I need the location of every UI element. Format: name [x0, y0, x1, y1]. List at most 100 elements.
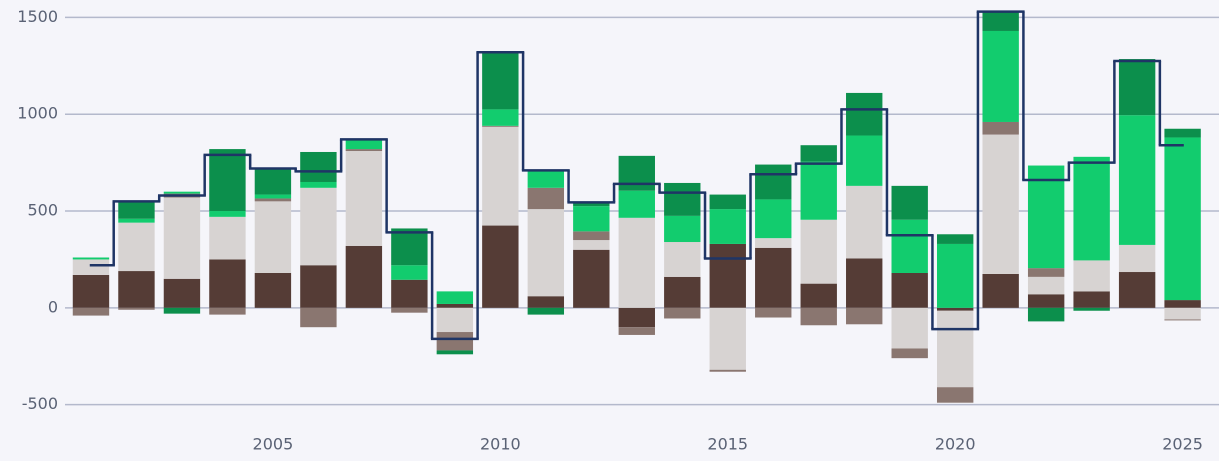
bar-segment: [1118, 59, 1156, 116]
bar-segment: [391, 307, 428, 313]
bar-segment: [482, 225, 519, 308]
bar-segment: [709, 194, 746, 210]
bar-segment: [846, 92, 883, 136]
bar-segment: [482, 126, 519, 226]
bar-segment: [436, 303, 474, 308]
bar-segment: [345, 139, 383, 150]
bar-segment: [982, 134, 1019, 274]
bar-segment: [345, 151, 383, 246]
bar-segment: [1164, 319, 1201, 321]
bar-segment: [482, 109, 519, 126]
bar-segment: [72, 259, 110, 275]
bar-segment: [163, 191, 201, 194]
bar-segment: [755, 307, 792, 318]
y-tick-label: -500: [22, 394, 58, 413]
bar-segment: [891, 185, 928, 220]
bar-segment: [1164, 300, 1201, 308]
bar-segment: [573, 249, 610, 308]
bar-segment: [800, 161, 837, 220]
bar-segment: [800, 283, 837, 308]
bar-segment: [1027, 165, 1065, 269]
bar-segment: [1164, 128, 1201, 138]
bar-segment: [755, 199, 792, 239]
bar-segment: [209, 307, 246, 315]
bar-segment: [936, 307, 974, 311]
bar-segment: [573, 206, 610, 232]
bar-segment: [618, 155, 655, 191]
bar-segment: [800, 219, 837, 284]
bar-segment: [709, 369, 746, 372]
bar-segment: [1164, 307, 1201, 320]
bar-segment: [664, 215, 701, 243]
bar-segment: [755, 238, 792, 248]
bar-segment: [391, 265, 428, 280]
bar-segment: [936, 387, 974, 403]
bar-segment: [664, 182, 701, 216]
bar-segment: [482, 125, 519, 127]
bar-segment: [436, 350, 474, 355]
bar-segment: [936, 234, 974, 244]
x-tick-label: 2005: [253, 435, 294, 454]
bar-segment: [891, 348, 928, 359]
bar-segment: [209, 216, 246, 260]
bar-segment: [982, 273, 1019, 308]
bar-segment: [118, 222, 155, 272]
bar-segment: [345, 149, 383, 152]
bar-segment: [72, 257, 110, 260]
bar-segment: [618, 217, 655, 308]
bar-segment: [391, 228, 428, 266]
bar-segment: [618, 190, 655, 218]
bar-segment: [936, 310, 974, 388]
bar-segment: [618, 307, 655, 328]
bar-segment: [800, 307, 837, 326]
bar-segment: [664, 242, 701, 277]
bar-segment: [436, 307, 474, 333]
bar-segment: [1073, 307, 1110, 311]
bar-segment: [209, 211, 246, 217]
bar-segment: [163, 307, 201, 314]
y-tick-label: 1000: [17, 104, 58, 123]
bar-segment: [1118, 244, 1156, 273]
bar-segment: [163, 278, 201, 308]
x-tick-label: 2020: [935, 435, 976, 454]
bar-segment: [1073, 156, 1110, 261]
bar-segment: [391, 279, 428, 308]
bar-segment: [982, 121, 1019, 135]
bar-segment: [800, 145, 837, 162]
bar-segment: [618, 327, 655, 335]
bar-segment: [72, 307, 110, 316]
bar-segment: [1073, 291, 1110, 308]
bar-segment: [300, 187, 337, 266]
bar-segment: [300, 181, 337, 188]
bar-segment: [345, 245, 383, 308]
bar-segment: [709, 307, 746, 370]
bar-segment: [254, 201, 292, 273]
bar-segment: [846, 135, 883, 186]
bar-segment: [573, 231, 610, 241]
bar-segment: [254, 194, 292, 199]
bar-segment: [527, 170, 565, 188]
bar-segment: [1073, 260, 1110, 292]
bar-segment: [118, 218, 155, 223]
bar-segment: [846, 185, 883, 259]
bar-segment: [891, 307, 928, 349]
bar-segment: [209, 259, 246, 308]
bar-segment: [300, 307, 337, 328]
bar-segment: [846, 258, 883, 308]
bar-segment: [891, 219, 928, 273]
bar-segment: [573, 203, 610, 207]
bar-segment: [936, 243, 974, 308]
bar-segment: [118, 307, 155, 310]
x-tick-label: 2015: [707, 435, 748, 454]
bar-segment: [755, 164, 792, 200]
bar-segment: [1164, 137, 1201, 301]
bar-segment: [664, 307, 701, 319]
bar-segment: [527, 209, 565, 297]
bar-segment: [1027, 276, 1065, 295]
bar-segment: [982, 30, 1019, 122]
bar-segment: [1027, 307, 1065, 322]
bar-segment: [163, 197, 201, 279]
bar-segment: [300, 265, 337, 308]
bar-segment: [300, 151, 337, 182]
